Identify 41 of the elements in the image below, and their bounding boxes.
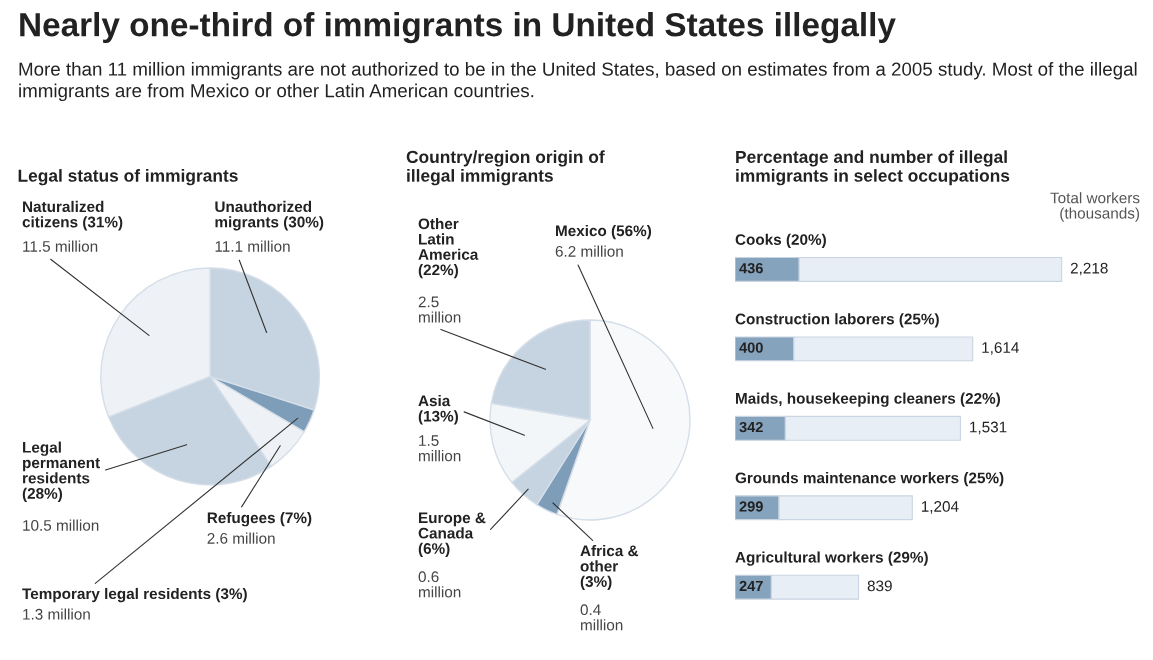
slice-label: Temporary legal residents (3%) [22, 587, 247, 603]
data-label: 0.4 million [580, 604, 623, 631]
data-label: 10.5 million [23, 519, 99, 531]
data-label: 6.2 million [555, 245, 623, 257]
data-label: 299 [739, 501, 763, 512]
slice-label: Unauthorized migrants (30%) [215, 200, 324, 231]
text: Nearly one-third of immigrants in United States illegally [20, 12, 896, 44]
annotation: Total workers (thousands) [1050, 192, 1140, 222]
text: More than 11 million immigrants are not authorized to be in the United States, based on estimates from a 2005 study. Most of the illegal immigrants are from Mexico or other Latin American countries. [19, 62, 1137, 102]
slice-label: Mexico (56%) [556, 225, 652, 240]
y-tick-label: Maids, housekeeping cleaners (22%) [736, 392, 1000, 407]
data-label: 1.5 million [419, 435, 461, 462]
y-tick-label: Construction laborers (25%) [735, 313, 939, 328]
slice-label: Asia (13%) [418, 395, 458, 425]
data-label: 0.6 million [418, 571, 461, 598]
slice-label: Other Latin America (22%) [418, 218, 479, 279]
data-label: 436 [739, 263, 763, 274]
chart-title: Country/region origin of illegal immigrants [406, 150, 605, 186]
data-label: 11.1 million [215, 240, 290, 252]
slice-label: Europe & Canada (6%) [418, 512, 486, 557]
data-label: 11.5 million [23, 240, 98, 252]
slice-label: Legal permanent residents (28%) [22, 441, 100, 502]
chart-title: Legal status of immigrants [18, 169, 238, 186]
slice-label: Africa & other (3%) [580, 545, 639, 590]
total-label: 1,531 [970, 421, 1007, 435]
y-tick-label: Cooks (20%) [735, 233, 826, 248]
data-label: 247 [739, 580, 763, 591]
data-label: 400 [739, 342, 763, 353]
y-tick-label: Grounds maintenance workers (25%) [735, 472, 1004, 487]
chart-title: Percentage and number of illegal immigrants in select occupations [736, 150, 1010, 186]
total-label: 2,218 [1070, 262, 1108, 276]
data-label: 2.5 million [418, 296, 461, 323]
slice-label: Refugees (7%) [207, 512, 312, 527]
data-label: 1.3 million [23, 608, 90, 620]
y-tick-label: Agricultural workers (29%) [735, 551, 928, 566]
total-label: 1,614 [982, 342, 1019, 355]
total-label: 839 [867, 580, 892, 592]
data-label: 2.6 million [207, 532, 275, 544]
data-label: 342 [739, 421, 763, 433]
total-label: 1,204 [921, 501, 959, 514]
slice-label: Naturalized citizens (31%) [22, 200, 123, 231]
